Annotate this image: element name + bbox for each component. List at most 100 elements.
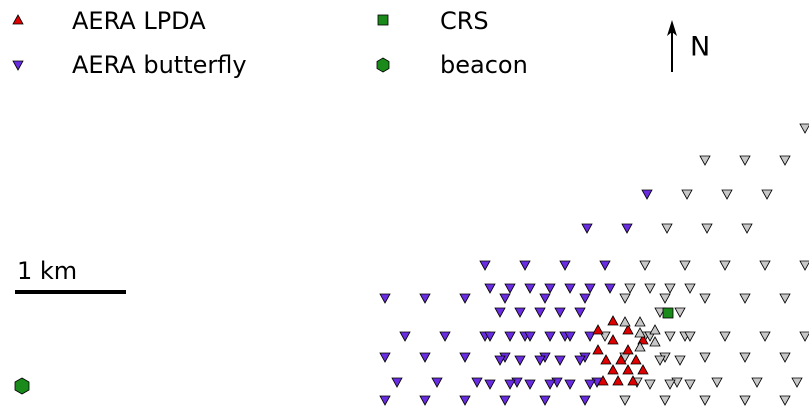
butterfly-station xyxy=(619,395,631,406)
butterfly-station xyxy=(484,379,496,390)
butterfly-station xyxy=(564,379,576,390)
butterfly-station xyxy=(699,352,711,363)
butterfly-station xyxy=(479,260,491,271)
butterfly-station xyxy=(799,260,809,271)
lpda-station xyxy=(634,316,646,327)
lpda-station xyxy=(592,324,604,335)
butterfly-station xyxy=(641,189,653,200)
butterfly-station xyxy=(544,283,556,294)
lpda-station xyxy=(634,327,646,338)
butterfly-station xyxy=(699,395,711,406)
butterfly-station xyxy=(379,352,391,363)
butterfly-station xyxy=(761,189,773,200)
butterfly-station xyxy=(579,293,591,304)
butterfly-station xyxy=(699,293,711,304)
butterfly-station xyxy=(741,223,753,234)
butterfly-station xyxy=(674,355,686,366)
scale-label: 1 km xyxy=(17,257,77,285)
butterfly-station xyxy=(439,331,451,342)
butterfly-station xyxy=(564,331,576,342)
butterfly-station xyxy=(514,307,526,318)
butterfly-station xyxy=(524,283,536,294)
butterfly-station xyxy=(659,293,671,304)
legend-marker-crs xyxy=(377,14,389,26)
butterfly-station xyxy=(484,331,496,342)
butterfly-station xyxy=(684,331,696,342)
butterfly-station xyxy=(564,283,576,294)
butterfly-station xyxy=(459,352,471,363)
butterfly-station xyxy=(419,352,431,363)
butterfly-station xyxy=(779,293,791,304)
butterfly-station xyxy=(484,283,496,294)
butterfly-station xyxy=(674,307,686,318)
butterfly-station xyxy=(579,395,591,406)
lpda-station xyxy=(622,364,634,375)
lpda-station xyxy=(622,324,634,335)
butterfly-station xyxy=(719,260,731,271)
north-arrow: N xyxy=(667,20,710,72)
butterfly-station xyxy=(699,155,711,166)
legend-label: beacon xyxy=(440,51,528,79)
lpda-station xyxy=(597,375,609,386)
butterfly-station xyxy=(751,377,763,388)
lpda-station xyxy=(622,344,634,355)
butterfly-station xyxy=(544,331,556,342)
lpda-station xyxy=(627,375,639,386)
legend-label: AERA LPDA xyxy=(72,7,206,35)
butterfly-station xyxy=(681,189,693,200)
butterfly-station xyxy=(519,260,531,271)
legend-marker-butterfly xyxy=(12,60,24,71)
butterfly-station xyxy=(399,331,411,342)
butterfly-station xyxy=(684,379,696,390)
butterfly-station xyxy=(499,293,511,304)
butterfly-station xyxy=(459,395,471,406)
butterfly-station xyxy=(661,223,673,234)
butterfly-station xyxy=(719,331,731,342)
butterfly-station xyxy=(739,352,751,363)
lpda-station xyxy=(615,354,627,365)
butterfly-station xyxy=(574,307,586,318)
butterfly-station xyxy=(534,307,546,318)
butterfly-station xyxy=(419,293,431,304)
butterfly-station xyxy=(644,379,656,390)
lpda-station xyxy=(607,364,619,375)
lpda-station xyxy=(600,354,612,365)
butterfly-station xyxy=(659,395,671,406)
legend-marker-lpda xyxy=(12,14,24,25)
butterfly-station xyxy=(679,260,691,271)
north-arrow-head xyxy=(667,20,677,36)
butterfly-station xyxy=(759,331,771,342)
butterfly-station xyxy=(604,283,616,294)
butterfly-station xyxy=(504,379,516,390)
legend-label: AERA butterfly xyxy=(72,51,247,79)
butterfly-station xyxy=(524,331,536,342)
butterfly-station xyxy=(391,377,403,388)
lpda-station xyxy=(649,336,661,347)
butterfly-station xyxy=(621,223,633,234)
scale-bar: 1 km xyxy=(15,257,126,294)
butterfly-station xyxy=(419,395,431,406)
butterfly-station xyxy=(584,379,596,390)
legend-label: CRS xyxy=(440,7,489,35)
butterfly-station xyxy=(554,307,566,318)
lpda-station xyxy=(637,334,649,345)
lpda-station xyxy=(607,315,619,326)
butterfly-station xyxy=(624,283,636,294)
butterfly-station xyxy=(779,395,791,406)
butterfly-station xyxy=(739,155,751,166)
butterfly-station xyxy=(504,283,516,294)
butterfly-station xyxy=(779,155,791,166)
butterfly-station xyxy=(654,355,666,366)
butterfly-station xyxy=(379,293,391,304)
butterfly-station xyxy=(791,377,803,388)
butterfly-station xyxy=(721,189,733,200)
butterfly-station xyxy=(539,293,551,304)
butterfly-station xyxy=(544,379,556,390)
lpda-station xyxy=(607,334,619,345)
butterfly-station xyxy=(664,283,676,294)
legend-marker-beacon xyxy=(376,57,390,73)
butterfly-station xyxy=(654,307,666,318)
butterfly-station xyxy=(459,293,471,304)
lpda-station xyxy=(592,344,604,355)
